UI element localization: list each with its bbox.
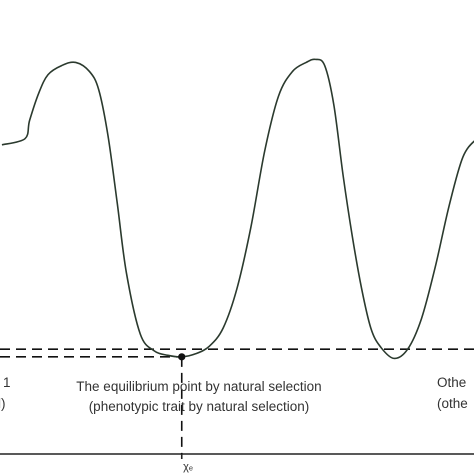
plot-area: [0, 58, 474, 459]
left-fragment-label-1: 1: [3, 375, 11, 390]
x-tick-label: χₑ: [183, 461, 193, 473]
right-fragment-label-2: (othe: [437, 396, 468, 411]
fitness-curve-line: [1, 58, 474, 360]
equilibrium-label-line1: The equilibrium point by natural selecti…: [76, 379, 321, 394]
left-fragment-label-2: l): [0, 396, 6, 411]
equilibrium-label-line2: (phenotypic trait by natural selection): [89, 399, 310, 414]
right-fragment-label-1: Othe: [437, 375, 466, 390]
equilibrium-point: [178, 353, 186, 361]
